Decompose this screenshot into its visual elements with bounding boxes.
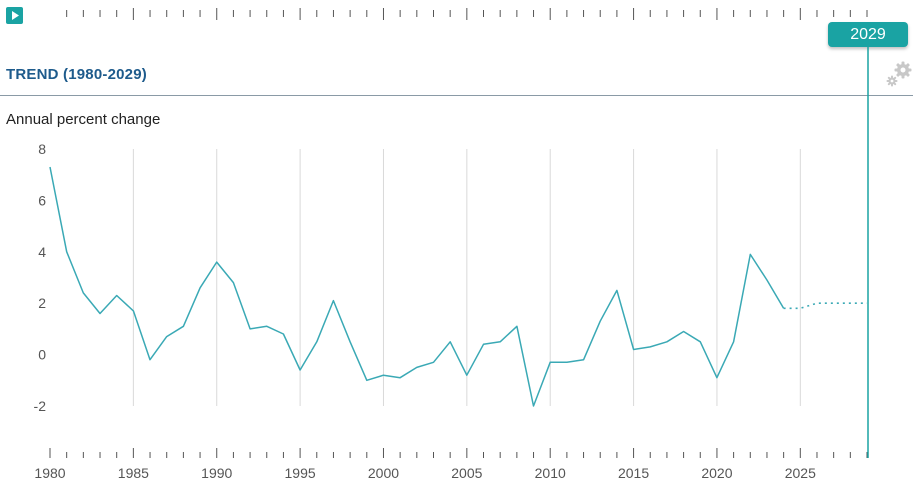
data-point [379, 371, 387, 379]
y-axis-title: Annual percent change [6, 111, 161, 128]
data-point [746, 250, 754, 258]
x-tick-label: 2015 [618, 465, 649, 481]
data-point [329, 297, 337, 305]
data-point [96, 309, 104, 317]
data-point [146, 356, 154, 364]
data-point [246, 325, 254, 333]
data-point [463, 371, 471, 379]
y-tick-label: 8 [38, 141, 46, 157]
data-point [79, 289, 87, 297]
data-point [163, 333, 171, 341]
year-badge[interactable]: 2029 [828, 22, 908, 47]
x-tick-label: 2005 [451, 465, 482, 481]
y-tick-label: -2 [34, 398, 47, 414]
x-tick-label: 2025 [785, 465, 816, 481]
play-icon [12, 11, 19, 20]
data-point [446, 338, 454, 346]
data-point [780, 304, 788, 312]
data-point [313, 338, 321, 346]
data-point [596, 317, 604, 325]
data-point [763, 276, 771, 284]
x-tick-label: 1985 [118, 465, 149, 481]
gear-icon[interactable] [884, 60, 914, 90]
x-tick-label: 1995 [285, 465, 316, 481]
y-tick-label: 4 [38, 244, 46, 260]
data-point [696, 338, 704, 346]
data-point [296, 366, 304, 374]
y-tick-label: 6 [38, 192, 46, 208]
data-point [630, 345, 638, 353]
data-point [846, 299, 854, 307]
data-point [813, 299, 821, 307]
data-point [279, 330, 287, 338]
data-point [680, 327, 688, 335]
data-point [480, 340, 488, 348]
data-point [496, 338, 504, 346]
data-point [713, 374, 721, 382]
data-point [229, 279, 237, 287]
x-tick-label: 1980 [34, 465, 65, 481]
y-tick-label: 2 [38, 295, 46, 311]
data-point [730, 338, 738, 346]
data-point [179, 322, 187, 330]
data-point [129, 307, 137, 315]
data-point [396, 374, 404, 382]
data-point [363, 376, 371, 384]
data-point [63, 248, 71, 256]
data-point [196, 284, 204, 292]
data-point [546, 358, 554, 366]
data-point [113, 291, 121, 299]
data-point [830, 299, 838, 307]
data-point [863, 299, 871, 307]
data-point [213, 258, 221, 266]
data-point [796, 304, 804, 312]
data-point [613, 286, 621, 294]
data-point [563, 358, 571, 366]
data-point [413, 363, 421, 371]
data-point [429, 358, 437, 366]
trend-line [49, 166, 785, 407]
play-button[interactable] [6, 7, 23, 24]
x-tick-label: 2020 [701, 465, 732, 481]
x-tick-label: 2000 [368, 465, 399, 481]
data-point [263, 322, 271, 330]
title-divider [0, 95, 913, 96]
data-point [646, 343, 654, 351]
section-title: TREND (1980-2029) [6, 66, 147, 83]
data-point [663, 338, 671, 346]
data-point [346, 338, 354, 346]
y-tick-label: 0 [38, 347, 46, 363]
data-point [513, 322, 521, 330]
top-year-ruler[interactable] [0, 0, 917, 30]
x-tick-label: 1990 [201, 465, 232, 481]
data-point [530, 402, 538, 410]
data-point [46, 163, 54, 171]
x-tick-label: 2010 [535, 465, 566, 481]
projection-line [783, 302, 867, 310]
data-point [580, 356, 588, 364]
